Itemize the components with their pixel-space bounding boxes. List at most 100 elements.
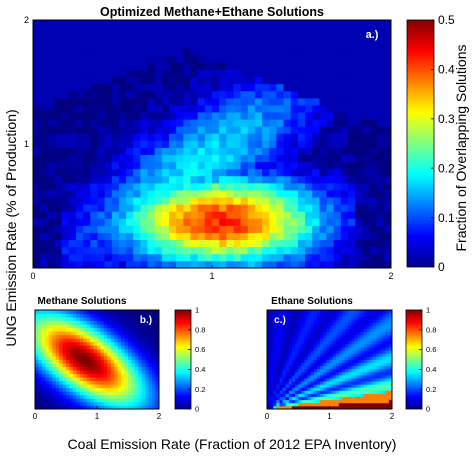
panel-b-cell: [76, 370, 81, 375]
panel-c-cell: [370, 325, 374, 329]
panel-b-cell: [48, 348, 53, 353]
panel-c-cell: [273, 347, 277, 351]
panel-a-xtick-label: 1: [209, 271, 214, 281]
panel-a-cell: [176, 260, 184, 269]
panel-c-cell: [351, 353, 355, 357]
panel-a-cell: [369, 76, 378, 85]
panel-c-cell: [276, 378, 280, 382]
panel-a-cell: [247, 27, 256, 35]
panel-b-cell: [110, 310, 115, 314]
panel-a-cell: [269, 34, 277, 42]
panel-b-cell: [55, 405, 60, 410]
panel-a-cell: [126, 83, 134, 92]
panel-b-cell: [86, 341, 91, 346]
panel-b-cell: [107, 380, 112, 385]
panel-c-cell: [273, 356, 277, 360]
panel-a-xtick-label: 0: [30, 271, 35, 281]
panel-a-cell: [54, 190, 63, 198]
panel-c-cell: [292, 374, 296, 379]
panel-a-cell: [176, 204, 184, 212]
panel-b-cell: [97, 401, 101, 406]
panel-c-cell: [273, 405, 277, 410]
panel-c-cell: [295, 310, 299, 314]
panel-c-cell: [335, 374, 340, 379]
panel-b-cell: [79, 387, 84, 392]
panel-c-cell: [360, 381, 365, 385]
panel-a-cell: [161, 76, 170, 85]
panel-a-cell: [348, 218, 356, 226]
panel-c-cell: [313, 399, 318, 404]
panel-a-cell: [161, 133, 170, 141]
panel-c-cell: [373, 334, 377, 339]
panel-a-cell: [97, 119, 105, 127]
panel-a-cell: [312, 154, 320, 163]
panel-a-cell: [133, 140, 141, 148]
panel-c-cell: [320, 365, 324, 370]
panel-a-cell: [247, 41, 256, 49]
panel-a-cell: [240, 147, 249, 156]
panel-c-cell: [354, 402, 359, 407]
panel-b-cell: [45, 398, 50, 403]
panel-c-cell: [301, 334, 305, 339]
panel-c-cell: [304, 390, 309, 394]
panel-a-cell: [254, 147, 263, 156]
panel-b-cell: [55, 310, 60, 314]
panel-b-cell: [117, 331, 122, 336]
panel-a-cell: [305, 140, 313, 148]
panel-c-cell: [307, 347, 312, 351]
panel-b-cell: [114, 359, 119, 364]
panel-c-cell: [373, 340, 377, 345]
panel-c-cell: [335, 402, 340, 407]
panel-c-cell: [276, 399, 280, 404]
panel-b-cell: [86, 363, 91, 367]
panel-b-cell: [131, 320, 136, 325]
panel-c-cell: [363, 381, 368, 385]
panel-c-cell: [304, 359, 309, 363]
panel-c-cell: [338, 381, 343, 385]
panel-c-cell: [348, 399, 352, 404]
panel-c-cell: [323, 384, 327, 388]
panel-a-cell: [376, 232, 385, 241]
panel-c-cell: [323, 365, 327, 370]
panel-b-cell: [152, 363, 156, 367]
panel-a-cell: [305, 119, 313, 127]
panel-a-cell: [269, 62, 277, 70]
panel-c-cell: [388, 362, 393, 367]
panel-a-cell: [126, 253, 134, 262]
panel-c-cell: [335, 344, 340, 348]
panel-a-cell: [297, 211, 306, 219]
panel-a-cell: [47, 161, 55, 170]
panel-a-cell: [126, 48, 134, 56]
panel-c-cell: [288, 365, 293, 370]
panel-a-cell: [204, 112, 213, 120]
panel-b-cell: [114, 377, 119, 382]
panel-b-cbtick-label: 0: [195, 405, 199, 414]
panel-a-cell: [297, 239, 306, 248]
panel-a-cell: [383, 55, 392, 63]
panel-c-cell: [345, 337, 349, 342]
panel-a-cell: [169, 20, 177, 28]
panel-a-cell: [348, 246, 356, 255]
panel-a-cell: [140, 147, 148, 156]
panel-b-cell: [90, 317, 94, 322]
panel-a-cell: [111, 204, 120, 212]
panel-b-cell: [86, 373, 91, 378]
panel-a-cell: [204, 140, 213, 148]
panel-a-cell: [233, 175, 242, 184]
panel-b-cell: [97, 345, 101, 350]
panel-a-cell: [312, 41, 320, 49]
panel-a-cell: [183, 133, 191, 141]
panel-c-cell: [298, 384, 302, 388]
panel-b-cell: [59, 394, 63, 399]
panel-b-cell: [41, 359, 46, 364]
panel-a-cell: [369, 140, 378, 148]
panel-b-cell: [148, 387, 153, 392]
panel-c-cell: [351, 399, 355, 404]
panel-b-cell: [107, 370, 112, 375]
panel-c-cell: [332, 374, 337, 379]
panel-a-cell: [254, 97, 263, 106]
panel-a-cell: [176, 105, 184, 113]
panel-b-cell: [100, 373, 105, 378]
panel-a-cell: [61, 204, 70, 212]
panel-b-cell: [145, 338, 150, 343]
